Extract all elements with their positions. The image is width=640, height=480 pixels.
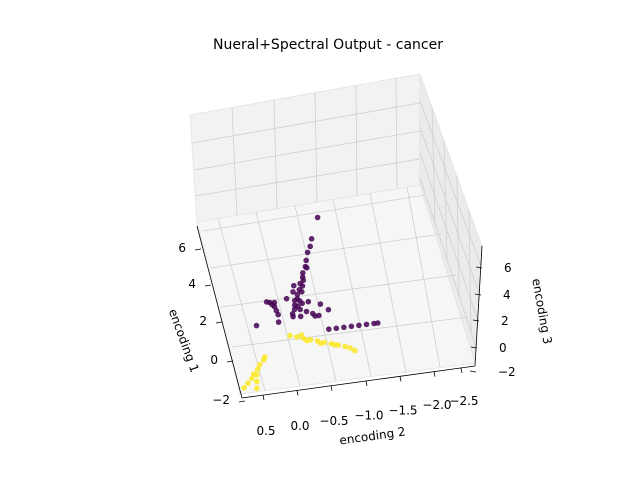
data-point-class0 [291, 282, 297, 289]
y-tick-mark [262, 395, 265, 401]
x-tick-mark [204, 284, 212, 287]
z-tick-mark [470, 346, 478, 349]
data-point-class0 [290, 289, 296, 295]
data-point-class0 [356, 322, 362, 329]
data-point-class1 [352, 347, 358, 354]
data-point-class0 [325, 306, 332, 313]
data-point-class1 [298, 332, 305, 338]
y-tick-label: −2.0 [422, 398, 451, 412]
x-tick-label: 4 [188, 277, 196, 291]
data-point-class1 [254, 372, 260, 378]
z-tick-label: 6 [504, 261, 512, 275]
data-point-class1 [262, 354, 268, 360]
data-point-class0 [275, 319, 282, 325]
data-point-class1 [245, 380, 251, 386]
y-axis-label: encoding 2 [339, 424, 407, 447]
x-tick-mark [215, 321, 223, 324]
data-point-class0 [299, 283, 306, 289]
data-point-class0 [341, 324, 347, 331]
y-tick-label: 0.0 [290, 419, 309, 433]
data-point-class0 [375, 320, 381, 326]
chart-title: Nueral+Spectral Output - cancer [213, 37, 443, 53]
data-point-class0 [299, 289, 305, 295]
y-tick-label: −1.5 [388, 403, 417, 417]
data-point-class1 [304, 337, 310, 344]
data-point-class0 [291, 297, 298, 304]
y-axis-line [241, 365, 476, 399]
y-tick-mark [296, 390, 299, 396]
data-point-class0 [314, 214, 321, 221]
data-point-class0 [253, 322, 260, 329]
z-tick-label: −2 [498, 365, 516, 379]
x-tick-label: 6 [178, 241, 186, 255]
y-tick-mark [365, 380, 368, 387]
data-point-class1 [256, 361, 263, 368]
data-point-class0 [290, 313, 296, 320]
data-point-class1 [254, 366, 261, 373]
data-point-class1 [347, 345, 353, 351]
plot-area: −2 0 2 4 6 0.5 0.0 −0.5 −1.0 −1.5 −2.0−2.5 −2 0 2 4 6 e… [166, 73, 555, 448]
x-tick-label: 2 [199, 314, 207, 328]
y-tick-label: −0.5 [319, 414, 348, 428]
z-tick-label: 2 [501, 314, 509, 328]
data-point-class0 [271, 299, 278, 306]
data-point-class0 [304, 249, 311, 256]
data-point-class1 [249, 375, 255, 382]
data-point-class0 [296, 298, 303, 304]
data-point-class1 [332, 342, 338, 348]
data-point-class0 [333, 325, 340, 332]
data-point-class0 [297, 313, 304, 320]
y-tick-label: −1.0 [354, 409, 383, 423]
data-point-class0 [307, 243, 314, 250]
data-point-class0 [363, 321, 370, 328]
data-point-class0 [297, 306, 304, 313]
data-point-class0 [303, 265, 310, 271]
z-axis-line [474, 245, 483, 367]
z-tick-label: 4 [503, 288, 511, 302]
y-tick-mark [433, 371, 436, 377]
data-point-class1 [294, 334, 300, 340]
scatter-points [241, 214, 381, 392]
data-point-class1 [241, 385, 247, 391]
data-point-class0 [317, 301, 324, 307]
data-point-class0 [300, 270, 306, 276]
data-point-class0 [283, 295, 290, 302]
data-point-class0 [308, 236, 315, 242]
data-point-class0 [300, 277, 307, 284]
x-tick-label: 0 [210, 353, 218, 367]
data-point-class1 [287, 332, 293, 339]
z-tick-mark [475, 266, 483, 269]
data-point-class0 [348, 323, 355, 330]
z-tick-mark [469, 370, 477, 373]
z-tick-mark [472, 319, 480, 322]
data-point-class1 [317, 340, 324, 347]
data-point-class0 [263, 299, 270, 305]
grid-lines [191, 77, 482, 392]
x-tick-mark [238, 400, 246, 403]
y-tick-label: −2.5 [449, 394, 478, 408]
x-axis-label: encoding 1 [166, 307, 202, 374]
data-point-class0 [303, 308, 310, 315]
x-tick-mark [194, 248, 202, 251]
data-point-class0 [294, 291, 301, 298]
data-point-class1 [342, 343, 348, 350]
data-point-class0 [305, 298, 312, 305]
data-point-class0 [326, 326, 332, 333]
z-tick-label: 0 [499, 341, 507, 355]
data-point-class0 [303, 257, 310, 264]
axis-ticks: −2 0 2 4 6 0.5 0.0 −0.5 −1.0 −1.5 −2.0−2.5 −2 0 2 4 6 [178, 241, 515, 438]
y-tick-mark [460, 367, 463, 374]
z-axis-label: encoding 3 [529, 277, 554, 345]
x-tick-mark [226, 360, 234, 363]
y-tick-label: 0.5 [256, 424, 275, 438]
y-tick-mark [399, 376, 402, 382]
data-point-class1 [254, 385, 260, 392]
z-tick-mark [474, 293, 482, 296]
x-axis-line [196, 225, 243, 399]
data-point-class1 [254, 378, 260, 385]
data-point-class0 [312, 313, 318, 319]
y-tick-mark [330, 385, 333, 391]
x-tick-label: −2 [212, 393, 230, 407]
